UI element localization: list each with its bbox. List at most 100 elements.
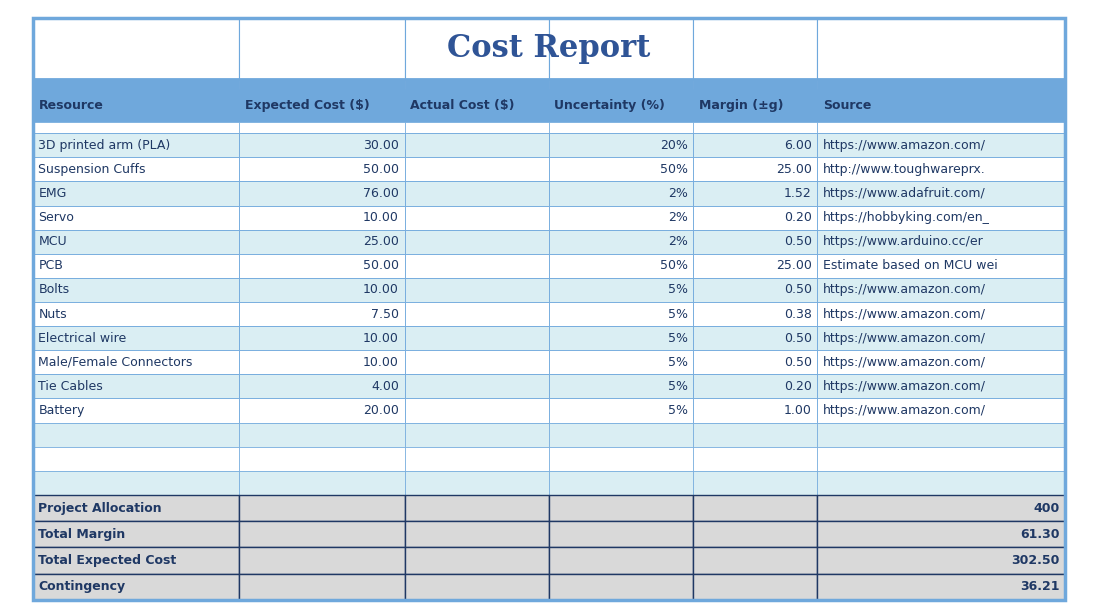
FancyBboxPatch shape — [33, 398, 239, 422]
FancyBboxPatch shape — [33, 157, 239, 181]
FancyBboxPatch shape — [33, 18, 239, 79]
FancyBboxPatch shape — [694, 122, 817, 133]
FancyBboxPatch shape — [239, 206, 404, 230]
FancyBboxPatch shape — [694, 350, 817, 375]
FancyBboxPatch shape — [549, 471, 694, 495]
Text: 1.00: 1.00 — [784, 404, 811, 417]
FancyBboxPatch shape — [817, 375, 1065, 398]
Text: 2%: 2% — [668, 235, 688, 248]
FancyBboxPatch shape — [239, 181, 404, 206]
FancyBboxPatch shape — [239, 398, 404, 422]
FancyBboxPatch shape — [33, 181, 239, 206]
FancyBboxPatch shape — [239, 230, 404, 254]
Text: 0.50: 0.50 — [784, 356, 811, 369]
FancyBboxPatch shape — [33, 278, 239, 302]
Text: 50.00: 50.00 — [363, 259, 399, 272]
FancyBboxPatch shape — [817, 573, 1065, 600]
FancyBboxPatch shape — [549, 133, 694, 157]
FancyBboxPatch shape — [694, 547, 817, 573]
FancyBboxPatch shape — [33, 375, 239, 398]
Text: https://www.amazon.com/: https://www.amazon.com/ — [822, 380, 986, 393]
FancyBboxPatch shape — [404, 79, 549, 90]
FancyBboxPatch shape — [549, 254, 694, 278]
FancyBboxPatch shape — [549, 302, 694, 326]
Text: 400: 400 — [1033, 501, 1060, 515]
FancyBboxPatch shape — [239, 447, 404, 471]
Text: 3D printed arm (PLA): 3D printed arm (PLA) — [38, 139, 170, 152]
Text: 5%: 5% — [668, 356, 688, 369]
FancyBboxPatch shape — [817, 181, 1065, 206]
FancyBboxPatch shape — [817, 90, 1065, 122]
FancyBboxPatch shape — [239, 18, 404, 79]
FancyBboxPatch shape — [549, 79, 694, 90]
Text: 0.50: 0.50 — [784, 283, 811, 296]
Text: 0.20: 0.20 — [784, 380, 811, 393]
FancyBboxPatch shape — [694, 573, 817, 600]
FancyBboxPatch shape — [33, 495, 239, 521]
FancyBboxPatch shape — [817, 133, 1065, 157]
FancyBboxPatch shape — [33, 521, 239, 547]
FancyBboxPatch shape — [239, 254, 404, 278]
FancyBboxPatch shape — [694, 278, 817, 302]
Text: 10.00: 10.00 — [363, 332, 399, 345]
FancyBboxPatch shape — [549, 521, 694, 547]
Text: 5%: 5% — [668, 308, 688, 321]
FancyBboxPatch shape — [694, 422, 817, 447]
FancyBboxPatch shape — [404, 398, 549, 422]
Text: 2%: 2% — [668, 211, 688, 224]
FancyBboxPatch shape — [817, 302, 1065, 326]
FancyBboxPatch shape — [817, 350, 1065, 375]
Text: http://www.toughwareprx.: http://www.toughwareprx. — [822, 163, 986, 176]
FancyBboxPatch shape — [817, 206, 1065, 230]
FancyBboxPatch shape — [694, 206, 817, 230]
Text: Resource: Resource — [38, 99, 103, 113]
FancyBboxPatch shape — [549, 18, 694, 79]
Text: 302.50: 302.50 — [1011, 554, 1060, 567]
FancyBboxPatch shape — [817, 157, 1065, 181]
FancyBboxPatch shape — [549, 278, 694, 302]
Text: Margin (±g): Margin (±g) — [699, 99, 784, 113]
FancyBboxPatch shape — [817, 230, 1065, 254]
FancyBboxPatch shape — [549, 122, 694, 133]
Text: 5%: 5% — [668, 283, 688, 296]
Text: 20.00: 20.00 — [363, 404, 399, 417]
FancyBboxPatch shape — [404, 471, 549, 495]
FancyBboxPatch shape — [239, 90, 404, 122]
FancyBboxPatch shape — [239, 350, 404, 375]
FancyBboxPatch shape — [694, 79, 817, 90]
FancyBboxPatch shape — [33, 230, 239, 254]
FancyBboxPatch shape — [694, 181, 817, 206]
Text: 76.00: 76.00 — [363, 187, 399, 200]
FancyBboxPatch shape — [549, 206, 694, 230]
FancyBboxPatch shape — [549, 547, 694, 573]
FancyBboxPatch shape — [33, 326, 239, 350]
Text: 7.50: 7.50 — [371, 308, 399, 321]
FancyBboxPatch shape — [549, 375, 694, 398]
Text: 36.21: 36.21 — [1020, 580, 1060, 593]
Text: https://hobbyking.com/en_: https://hobbyking.com/en_ — [822, 211, 989, 224]
FancyBboxPatch shape — [549, 573, 694, 600]
FancyBboxPatch shape — [239, 122, 404, 133]
Text: Male/Female Connectors: Male/Female Connectors — [38, 356, 193, 369]
Text: Source: Source — [822, 99, 871, 113]
FancyBboxPatch shape — [817, 122, 1065, 133]
FancyBboxPatch shape — [549, 495, 694, 521]
Text: Actual Cost ($): Actual Cost ($) — [410, 99, 515, 113]
FancyBboxPatch shape — [239, 521, 404, 547]
FancyBboxPatch shape — [817, 278, 1065, 302]
FancyBboxPatch shape — [817, 398, 1065, 422]
Text: MCU: MCU — [38, 235, 67, 248]
Text: https://www.amazon.com/: https://www.amazon.com/ — [822, 404, 986, 417]
Text: 0.50: 0.50 — [784, 332, 811, 345]
FancyBboxPatch shape — [694, 133, 817, 157]
FancyBboxPatch shape — [239, 133, 404, 157]
FancyBboxPatch shape — [404, 254, 549, 278]
FancyBboxPatch shape — [817, 79, 1065, 90]
FancyBboxPatch shape — [404, 230, 549, 254]
Text: 25.00: 25.00 — [363, 235, 399, 248]
Text: https://www.amazon.com/: https://www.amazon.com/ — [822, 283, 986, 296]
FancyBboxPatch shape — [33, 122, 239, 133]
FancyBboxPatch shape — [33, 254, 239, 278]
FancyBboxPatch shape — [33, 133, 239, 157]
Text: https://www.amazon.com/: https://www.amazon.com/ — [822, 332, 986, 345]
